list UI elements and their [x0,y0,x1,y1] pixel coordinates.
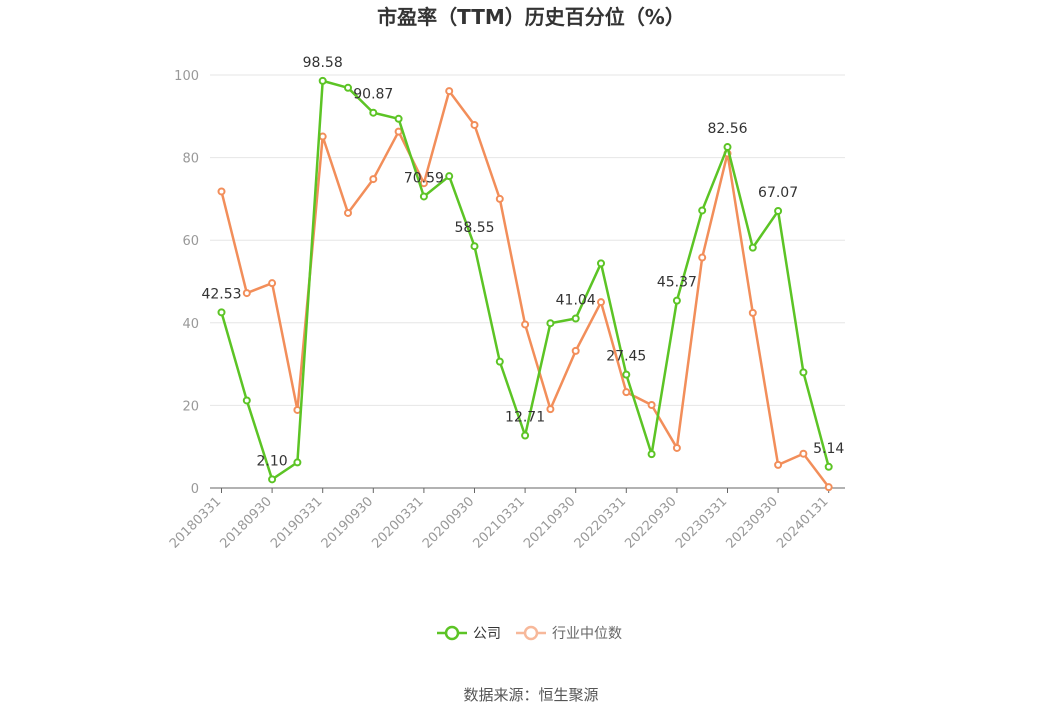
data-point [242,289,251,298]
data-point [622,370,631,379]
data-point [597,298,605,307]
data-label: 58.55 [454,220,494,236]
data-point [546,405,555,414]
y-axis: 0 20 40 60 80 100 [174,69,199,497]
x-tick-label: 20230331 [673,494,730,551]
data-point [698,206,707,215]
source-note: 数据来源：恒生聚源 [463,686,598,704]
y-tick-label: 0 [191,482,199,497]
data-point [344,208,352,217]
data-point [217,187,226,196]
x-tick-label: 20220930 [622,494,679,551]
x-tick-label: 20180331 [167,494,224,551]
x-tick-label: 20230930 [724,494,781,551]
legend-marker [523,625,539,641]
data-point [672,443,681,452]
data-point [647,450,656,459]
grid-lines [210,74,845,406]
y-tick-label: 20 [182,399,199,414]
x-tick-label: 20180930 [218,494,275,551]
x-tick-label: 20240131 [774,494,831,551]
x-tick-label: 20190331 [268,494,325,551]
data-label: 70.59 [404,170,444,186]
data-point [495,357,504,366]
data-point [774,460,783,469]
x-tick-label: 20200930 [420,494,477,551]
data-point [698,253,707,262]
data-point [369,175,378,184]
data-label: 67.07 [758,185,798,201]
data-label: 42.53 [201,286,241,302]
series-industry-median [217,87,833,492]
data-point [546,319,555,328]
data-point [293,458,302,467]
x-tick-label: 20220331 [572,494,629,551]
data-point [445,87,454,96]
data-point [647,400,656,409]
data-label: 2.10 [257,453,288,469]
data-point [597,259,605,268]
y-tick-label: 80 [182,152,199,167]
data-point [521,320,530,329]
data-point [394,127,403,136]
series-company [217,76,833,484]
data-point [672,296,681,305]
data-point [748,308,757,317]
data-point [748,243,757,252]
data-point [622,388,631,397]
legend[interactable]: 公司 行业中位数 [437,625,622,642]
data-labels: 42.53 2.10 98.58 90.87 70.59 58.55 12.71 41.04 2… [201,55,844,469]
data-label: 5.14 [813,441,844,457]
data-point [470,242,479,251]
x-tick-label: 20190930 [319,494,376,551]
data-point [495,194,504,203]
data-point [419,179,428,188]
data-label: 12.71 [505,410,545,426]
data-point [268,475,277,484]
x-tick-label: 20210930 [521,494,578,551]
y-tick-label: 60 [182,234,199,249]
x-axis: 2018033120180930201903312019093020200331… [167,487,845,552]
legend-item-company[interactable]: 公司 [437,625,501,642]
data-point [268,279,277,288]
data-point [470,120,479,129]
legend-item-industry-median[interactable]: 行业中位数 [516,625,622,642]
data-point [394,114,403,123]
series-line [220,89,830,488]
data-point [521,431,530,440]
data-point [824,483,833,492]
data-point [318,76,327,85]
data-label: 45.37 [657,275,697,291]
series-layer [217,76,833,492]
legend-label: 行业中位数 [552,626,622,642]
data-label: 82.56 [707,121,747,137]
x-tick-label: 20210331 [471,494,528,551]
data-point [723,143,732,152]
data-point [571,314,580,323]
data-point [369,108,378,117]
y-tick-label: 40 [182,317,199,332]
data-label: 27.45 [606,349,646,365]
data-point [217,308,226,317]
data-label: 41.04 [556,293,596,309]
data-point [344,83,352,92]
chart-title: 市盈率（TTM）历史百分位（%） [377,5,685,29]
data-point [571,346,580,355]
data-point [419,192,428,201]
data-point [445,172,454,181]
data-point [318,132,327,141]
data-point [242,396,251,405]
legend-label: 公司 [473,626,501,642]
data-label: 90.87 [353,87,393,103]
legend-marker [444,625,460,641]
data-point [824,462,833,471]
data-point [799,368,808,377]
data-point [799,449,808,458]
data-point [774,207,783,216]
x-tick-label: 20200331 [369,494,426,551]
y-tick-label: 100 [174,69,199,84]
data-label: 98.58 [303,55,343,71]
